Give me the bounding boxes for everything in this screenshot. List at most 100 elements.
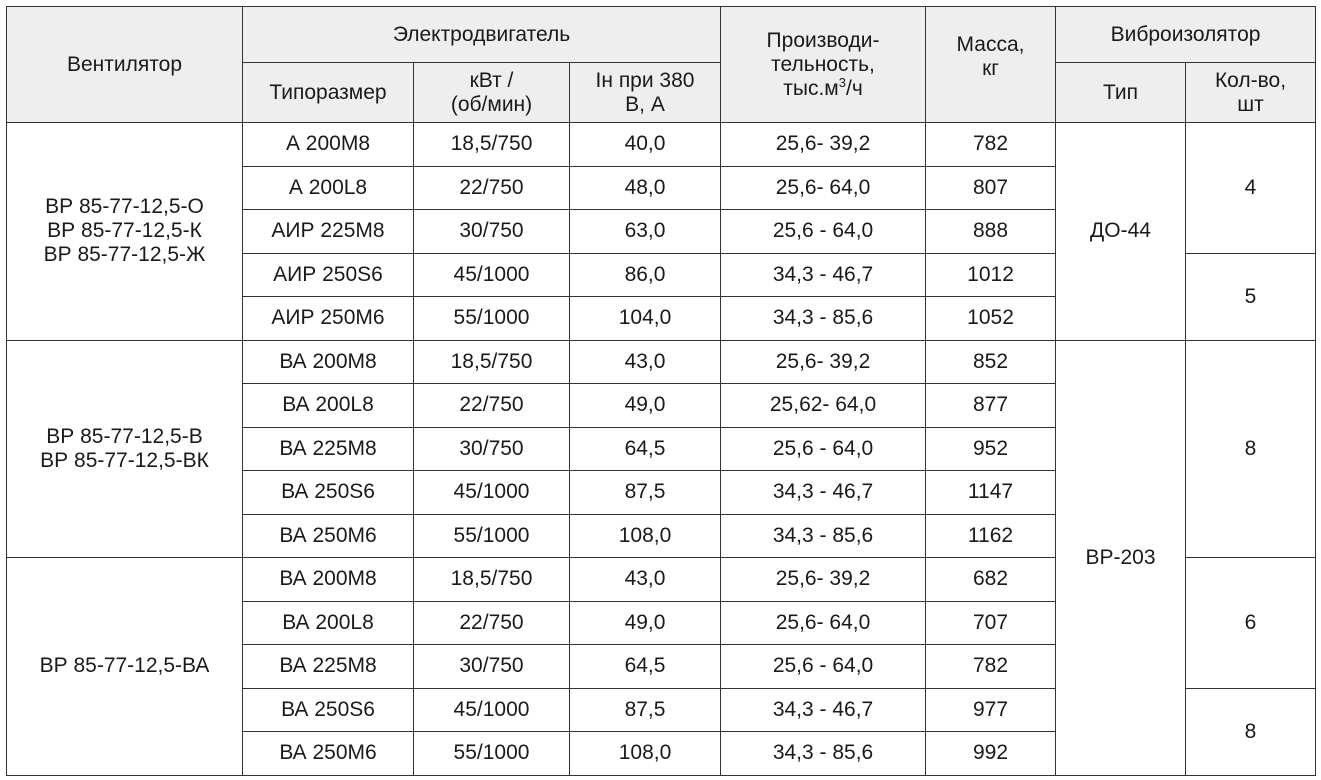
header-iso-qty: Кол-во, шт	[1185, 62, 1317, 123]
fan-model: ВР 85-77-12,5-ВА	[39, 654, 210, 678]
capacity-cell: 34,3 - 46,7	[720, 687, 927, 732]
motor-size-cell: ВА 250S6	[242, 687, 414, 732]
motor-size-cell: АИР 250М6	[242, 296, 414, 341]
mass-cell: 782	[925, 644, 1057, 689]
capacity-cell: 34,3 - 46,7	[720, 252, 927, 297]
table-row: ВА 225М8 30/750 64,5 25,6 - 64,0 952	[7, 426, 1316, 471]
table-row: ВА 250М6 55/1000 108,0 34,3 - 85,6 992	[7, 731, 1316, 776]
iso-qty-cell: 4	[1185, 122, 1317, 254]
mass-cell: 707	[925, 600, 1057, 645]
motor-size-cell: ВА 225М8	[242, 644, 414, 689]
motor-size-cell: ВА 225М8	[242, 426, 414, 471]
capacity-cell: 34,3 - 46,7	[720, 470, 927, 515]
fan-group-cell: ВР 85-77-12,5-ВА	[6, 557, 243, 776]
current-cell: 49,0	[568, 383, 722, 428]
header-isolator: Виброизолятор	[1055, 6, 1317, 63]
capacity-cell: 34,3 - 85,6	[720, 513, 927, 558]
mass-cell: 1012	[925, 252, 1057, 297]
power-cell: 55/1000	[413, 731, 570, 776]
current-cell: 49,0	[568, 600, 722, 645]
current-cell: 108,0	[568, 513, 722, 558]
mass-cell: 1162	[925, 513, 1057, 558]
current-cell: 48,0	[568, 165, 722, 210]
header-power-line-1: кВт /	[469, 68, 514, 92]
table-row: ВР 85-77-12,5-В ВР 85-77-12,5-ВК ВА 200М…	[6, 339, 1317, 776]
iso-qty-cell: 8	[1185, 687, 1317, 776]
header-iso-qty-line-1: Кол-во,	[1214, 68, 1287, 92]
current-cell: 87,5	[568, 687, 722, 732]
capacity-cell: 34,3 - 85,6	[720, 731, 927, 776]
motor-size-cell: АИР 250S6	[242, 252, 414, 297]
header-mass: Масса, кг	[925, 6, 1057, 123]
header-iso-qty-line-2: шт	[1237, 92, 1264, 116]
power-cell: 30/750	[413, 644, 570, 689]
motor-size-cell: А 200М8	[242, 122, 414, 167]
header-current-line-2: В, А	[625, 92, 665, 116]
header-capacity-unit-per: /ч	[845, 76, 863, 100]
header-current: Iн при 380 В, А	[568, 62, 722, 123]
header-iso-type: Тип	[1055, 62, 1187, 123]
table-row: ВР 85-77-12,5-О ВР 85-77-12,5-К ВР 85-77…	[6, 122, 1317, 341]
current-cell: 40,0	[568, 122, 722, 167]
header-capacity-line-1: Производи-	[766, 28, 880, 52]
header-row-2: Типоразмер кВт / (об/мин) Iн при 380 В, …	[7, 62, 1317, 123]
capacity-cell: 25,6 - 64,0	[720, 209, 927, 254]
mass-cell: 782	[925, 122, 1057, 167]
header-power-line-2: (об/мин)	[450, 92, 533, 116]
motor-size-cell: ВА 200L8	[242, 383, 414, 428]
motor-size-cell: АИР 225М8	[242, 209, 414, 254]
iso-type-cell: ДО-44	[1055, 122, 1187, 341]
power-cell: 22/750	[413, 600, 570, 645]
mass-cell: 682	[925, 557, 1057, 602]
capacity-cell: 34,3 - 85,6	[720, 296, 927, 341]
power-cell: 55/1000	[413, 296, 570, 341]
power-cell: 18,5/750	[413, 122, 570, 167]
header-capacity-line-3: тыс.м3/ч	[725, 74, 921, 101]
power-cell: 22/750	[413, 383, 570, 428]
mass-cell: 1147	[925, 470, 1057, 515]
header-capacity-unit-sup: 3	[838, 74, 846, 90]
power-cell: 30/750	[413, 426, 570, 471]
current-cell: 108,0	[568, 731, 722, 776]
iso-qty-cell: 8	[1185, 339, 1317, 558]
header-row-1: Вентилятор Электродвигатель Производи- т…	[6, 6, 1317, 123]
header-power: кВт / (об/мин)	[413, 62, 570, 123]
current-cell: 63,0	[568, 209, 722, 254]
header-motor-size: Типоразмер	[242, 62, 414, 123]
motor-size-cell: ВА 200М8	[242, 339, 414, 384]
mass-cell: 852	[925, 339, 1057, 384]
table-row: ВА 250S6 45/1000 87,5 34,3 - 46,7 1147	[7, 470, 1316, 515]
table-row: ВА 250S6 45/1000 87,5 34,3 - 46,7 977 8	[7, 687, 1317, 776]
mass-cell: 1052	[925, 296, 1057, 341]
motor-size-cell: ВА 250S6	[242, 470, 414, 515]
capacity-cell: 25,6- 39,2	[720, 122, 927, 167]
power-cell: 55/1000	[413, 513, 570, 558]
power-cell: 22/750	[413, 165, 570, 210]
mass-cell: 952	[925, 426, 1057, 471]
header-current-line-1: Iн при 380	[595, 68, 695, 92]
mass-cell: 877	[925, 383, 1057, 428]
capacity-cell: 25,6- 64,0	[720, 165, 927, 210]
capacity-cell: 25,6- 39,2	[720, 339, 927, 384]
current-cell: 43,0	[568, 557, 722, 602]
table-row: ВА 200L8 22/750 49,0 25,62- 64,0 877	[7, 383, 1316, 428]
mass-cell: 888	[925, 209, 1057, 254]
header-capacity: Производи- тельность, тыс.м3/ч	[720, 6, 927, 123]
motor-size-cell: ВА 250М6	[242, 513, 414, 558]
spec-table-page: Вентилятор Электродвигатель Производи- т…	[6, 6, 1317, 776]
power-cell: 18,5/750	[413, 339, 570, 384]
current-cell: 43,0	[568, 339, 722, 384]
header-mass-line-1: Масса,	[956, 33, 1025, 56]
capacity-cell: 25,62- 64,0	[720, 383, 927, 428]
table-row: ВР 85-77-12,5-ВА ВА 200М8 18,5/750 43,0 …	[6, 557, 1317, 776]
mass-cell: 992	[925, 731, 1057, 776]
motor-size-cell: ВА 250М6	[242, 731, 414, 776]
fan-model: ВР 85-77-12,5-К	[47, 219, 202, 243]
table-row: АИР 250М6 55/1000 104,0 34,3 - 85,6 1052	[7, 296, 1316, 341]
current-cell: 64,5	[568, 426, 722, 471]
power-cell: 45/1000	[413, 470, 570, 515]
table-row: АИР 250S6 45/1000 86,0 34,3 - 46,7 1012 …	[7, 252, 1317, 341]
fan-group-cell: ВР 85-77-12,5-В ВР 85-77-12,5-ВК	[6, 339, 243, 558]
table-row: ВА 250М6 55/1000 108,0 34,3 - 85,6 1162	[7, 513, 1316, 558]
current-cell: 87,5	[568, 470, 722, 515]
